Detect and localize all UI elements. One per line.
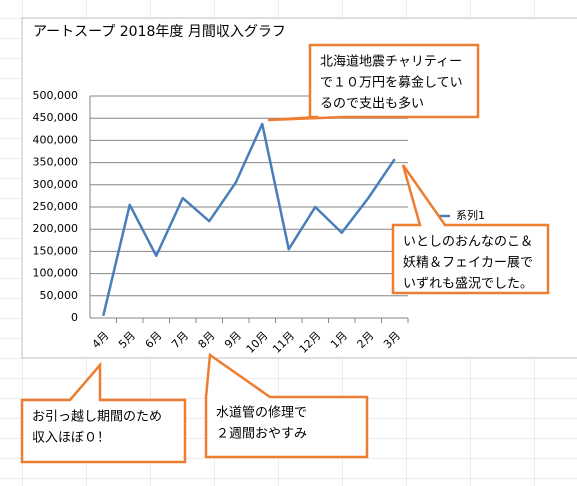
annotation-text: 収入ほぼ０！ xyxy=(32,431,110,446)
chart-area xyxy=(21,17,577,359)
y-tick-label: 150,000 xyxy=(33,244,79,257)
y-tick-label: 200,000 xyxy=(33,222,79,235)
annotation-text: 水道管の修理で xyxy=(216,406,307,421)
chart-title: アートスープ 2018年度 月間収入グラフ xyxy=(33,24,286,40)
callout xyxy=(204,352,369,459)
y-tick-label: 100,000 xyxy=(33,267,79,280)
annotations: 北海道地震チャリティーで１０万円を募金しているので支出も多いいとしのおんなのこ＆… xyxy=(32,55,533,446)
annotation-text: 北海道地震チャリティー xyxy=(320,55,462,70)
annotation-text: いとしのおんなのこ＆ xyxy=(403,235,533,250)
y-tick-label: 450,000 xyxy=(33,111,79,124)
callout xyxy=(20,361,187,464)
annotation-text: 妖精＆フェイカー展で xyxy=(403,256,533,271)
y-tick-label: 500,000 xyxy=(33,89,79,102)
series-line xyxy=(102,122,396,317)
callout xyxy=(391,164,550,295)
y-tick-label: 300,000 xyxy=(33,178,79,191)
legend-label: 系列1 xyxy=(456,208,485,222)
y-tick-label: 0 xyxy=(71,311,78,324)
y-tick-label: 400,000 xyxy=(33,133,79,146)
y-tick-label: 350,000 xyxy=(33,156,79,169)
annotation-text: で１０万円を募金してい xyxy=(320,75,463,91)
callout xyxy=(267,43,480,122)
y-tick-label: 50,000 xyxy=(40,289,79,302)
annotation-text: ２週間おやすみ xyxy=(216,427,307,442)
annotation-text: いずれも盛況でした。 xyxy=(403,277,533,292)
annotation-text: お引っ越し期間のため xyxy=(32,410,162,425)
annotation-text: るので支出も多い xyxy=(320,96,424,112)
y-tick-label: 250,000 xyxy=(33,200,79,213)
